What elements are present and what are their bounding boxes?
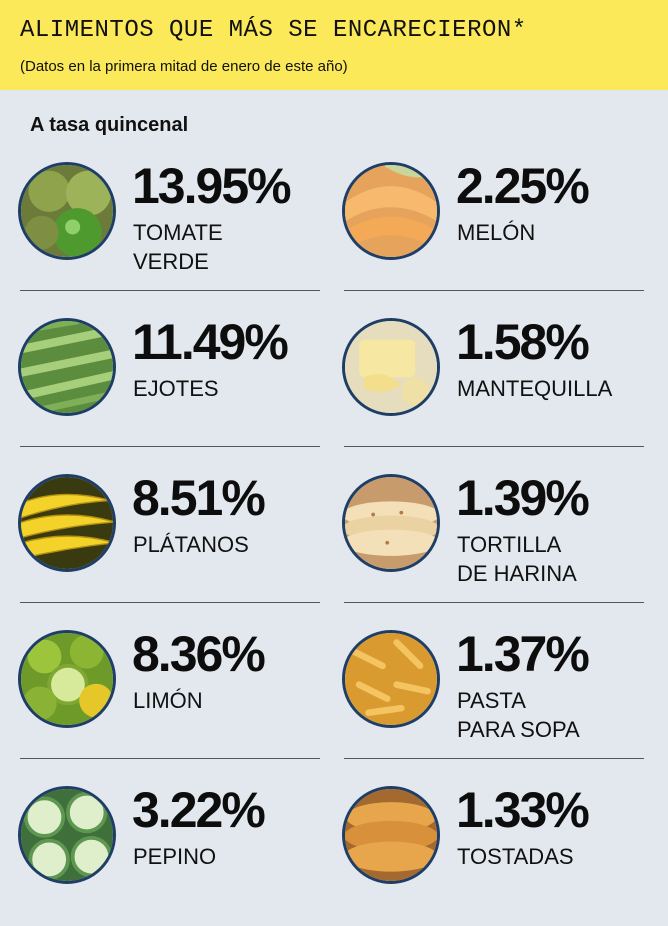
food-item: 3.22% PEPINO: [18, 782, 318, 926]
percentage-value: 8.36%: [132, 626, 266, 682]
percentage-value: 13.95%: [132, 158, 292, 214]
food-name: TORTILLA DE HARINA: [457, 532, 577, 586]
green-beans-icon: [18, 318, 116, 416]
tostadas-icon: [342, 786, 440, 884]
food-item: 1.58% MANTEQUILLA: [342, 314, 642, 458]
food-name: MELÓN: [457, 220, 536, 245]
food-item: 1.39% TORTILLA DE HARINA: [342, 470, 642, 614]
row-separator: [344, 758, 644, 759]
tortilla-icon: [342, 474, 440, 572]
food-name: PEPINO: [133, 844, 217, 869]
lime-icon: [18, 630, 116, 728]
percentage-value: 8.51%: [132, 470, 266, 526]
percentage-value: 1.33%: [456, 782, 590, 838]
food-name: PLÁTANOS: [133, 532, 249, 557]
pasta-icon: [342, 630, 440, 728]
food-name: TOSTADAS: [457, 844, 574, 869]
banana-icon: [18, 474, 116, 572]
food-name: EJOTES: [133, 376, 219, 401]
food-name: LIMÓN: [133, 688, 203, 713]
chart-title: ALIMENTOS QUE MÁS SE ENCARECIERON*: [20, 17, 527, 44]
percentage-value: 1.37%: [456, 626, 590, 682]
percentage-value: 1.39%: [456, 470, 590, 526]
chart-subtitle: (Datos en la primera mitad de enero de e…: [20, 58, 348, 75]
row-separator: [344, 602, 644, 603]
food-item: 11.49% EJOTES: [18, 314, 318, 458]
section-label: A tasa quincenal: [30, 114, 189, 136]
row-separator: [20, 602, 320, 603]
food-name: TOMATE VERDE: [133, 220, 223, 274]
row-separator: [20, 290, 320, 291]
cucumber-icon: [18, 786, 116, 884]
food-item: 13.95% TOMATE VERDE: [18, 158, 318, 302]
melon-icon: [342, 162, 440, 260]
food-item: 2.25% MELÓN: [342, 158, 642, 302]
percentage-value: 2.25%: [456, 158, 590, 214]
food-name: MANTEQUILLA: [457, 376, 613, 401]
row-separator: [344, 446, 644, 447]
food-item: 8.36% LIMÓN: [18, 626, 318, 770]
butter-icon: [342, 318, 440, 416]
green-tomato-icon: [18, 162, 116, 260]
header-banner: ALIMENTOS QUE MÁS SE ENCARECIERON* (Dato…: [0, 0, 668, 90]
percentage-value: 1.58%: [456, 314, 590, 370]
percentage-value: 11.49%: [132, 314, 289, 370]
percentage-value: 3.22%: [132, 782, 266, 838]
food-item: 8.51% PLÁTANOS: [18, 470, 318, 614]
row-separator: [344, 290, 644, 291]
food-name: PASTA PARA SOPA: [457, 688, 580, 742]
row-separator: [20, 446, 320, 447]
food-item: 1.33% TOSTADAS: [342, 782, 642, 926]
row-separator: [20, 758, 320, 759]
food-item: 1.37% PASTA PARA SOPA: [342, 626, 642, 770]
